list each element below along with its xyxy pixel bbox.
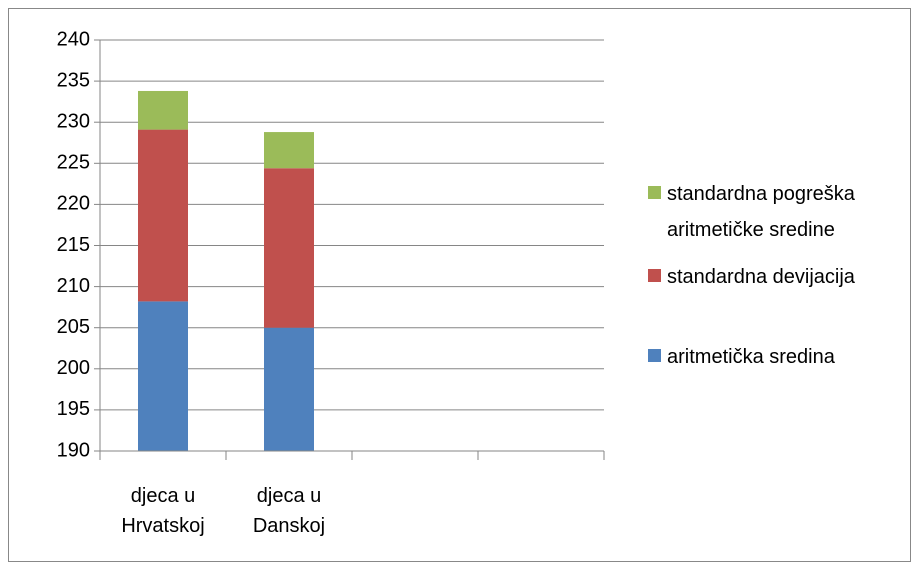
y-tick-label: 210 <box>57 275 90 297</box>
bar-segment <box>264 327 314 451</box>
y-tick-label: 195 <box>57 398 90 420</box>
bar-segment <box>138 90 188 130</box>
legend-swatch <box>648 269 661 282</box>
y-tick-label: 215 <box>57 234 90 256</box>
y-tick-label: 220 <box>57 193 90 215</box>
y-tick-label: 190 <box>57 439 90 461</box>
y-tick-label: 225 <box>57 152 90 174</box>
x-tick-label: djeca u Hrvatskoj <box>121 485 205 537</box>
legend-label: standardna pogreška aritmetičke sredine <box>667 183 855 241</box>
bar-segment <box>264 168 314 328</box>
bar-segment <box>138 129 188 302</box>
y-tick-label: 205 <box>57 316 90 338</box>
legend-label: standardna devijacija <box>667 266 855 288</box>
bar-segment <box>138 301 188 451</box>
x-tick-label: djeca u Danskoj <box>252 485 326 537</box>
y-tick-label: 240 <box>57 28 90 50</box>
legend-swatch <box>648 186 661 199</box>
y-tick-label: 200 <box>57 357 90 379</box>
bar-segment <box>264 132 314 169</box>
legend-swatch <box>648 349 661 362</box>
y-tick-label: 235 <box>57 69 90 91</box>
y-tick-label: 230 <box>57 110 90 132</box>
legend-label: aritmetička sredina <box>667 346 835 368</box>
